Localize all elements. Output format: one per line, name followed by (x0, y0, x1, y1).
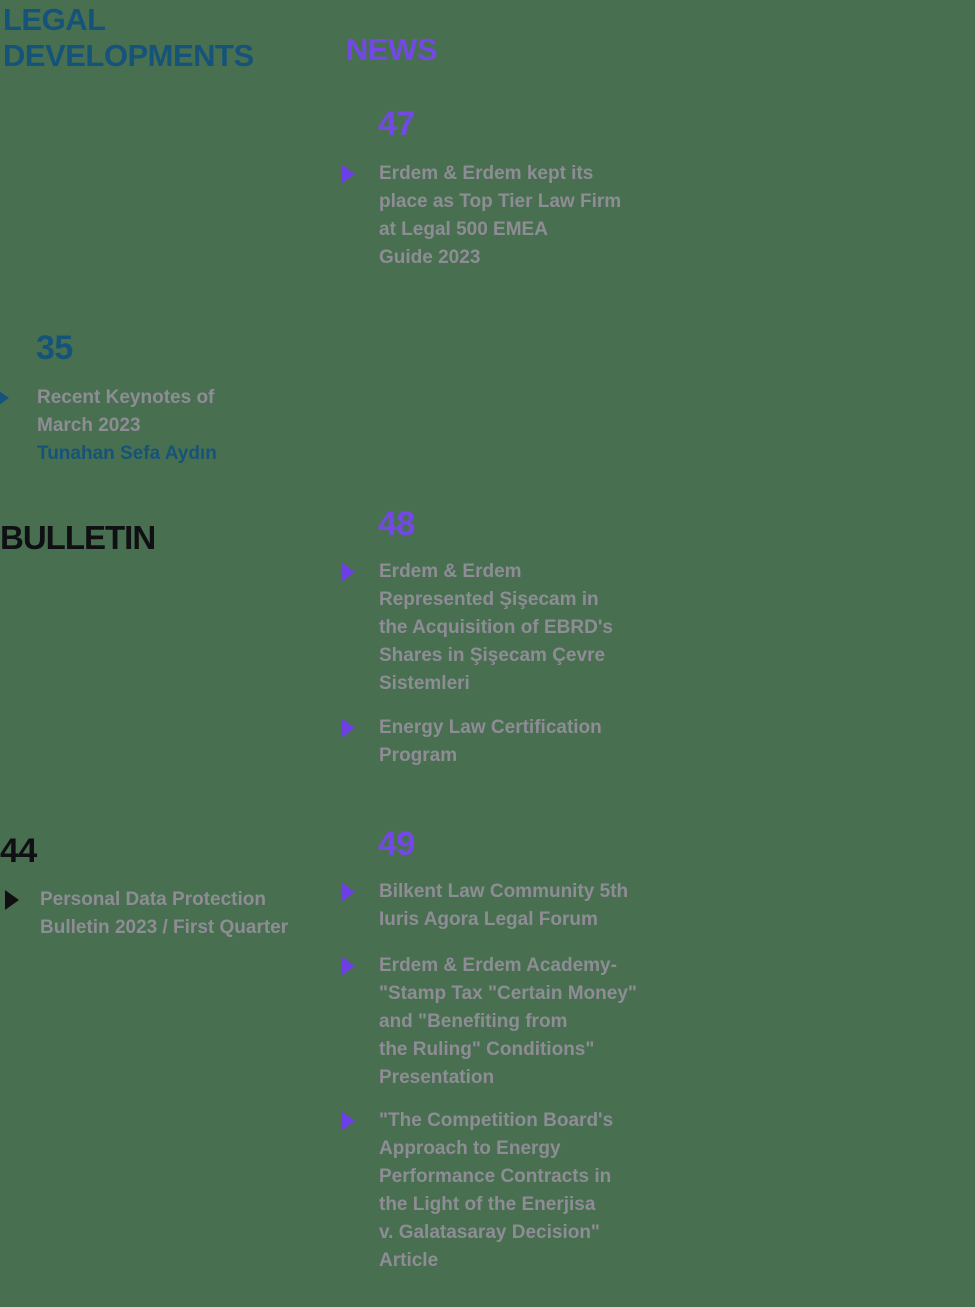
toc-line: "Stamp Tax "Certain Money" (379, 983, 637, 1004)
toc-line: Personal Data Protection (40, 889, 266, 910)
arrow-right-icon (341, 562, 355, 582)
arrow-right-icon (0, 388, 9, 408)
toc-author: Tunahan Sefa Aydın (37, 443, 217, 464)
toc-item-text: Erdem & Erdem kept its place as Top Tier… (379, 160, 621, 272)
toc-line: Represented Şişecam in (379, 589, 599, 610)
page-number-47: 47 (378, 105, 415, 143)
toc-line: Erdem & Erdem Academy- (379, 955, 617, 976)
toc-line: Erdem & Erdem (379, 561, 522, 582)
toc-line: Energy Law Certification (379, 717, 602, 738)
arrow-right-icon (341, 718, 355, 738)
toc-item-text: Recent Keynotes of March 2023 Tunahan Se… (37, 384, 217, 468)
news-heading: NEWS (346, 32, 438, 67)
legal-developments-line2: DEVELOPMENTS (3, 38, 254, 73)
toc-line: Approach to Energy (379, 1138, 561, 1159)
toc-line: the Acquisition of EBRD's (379, 617, 613, 638)
toc-line: Performance Contracts in (379, 1166, 612, 1187)
toc-line: at Legal 500 EMEA (379, 219, 548, 240)
arrow-right-icon (5, 890, 19, 910)
toc-line: Erdem & Erdem kept its (379, 163, 594, 184)
toc-item-text: Erdem & Erdem Represented Şişecam in the… (379, 558, 613, 698)
toc-line: Program (379, 745, 458, 766)
toc-line: place as Top Tier Law Firm (379, 191, 622, 212)
toc-item-text: "The Competition Board's Approach to Ene… (379, 1107, 613, 1275)
toc-line: Guide 2023 (379, 247, 481, 268)
toc-line: Sistemleri (379, 673, 470, 694)
page-number-35: 35 (36, 329, 73, 367)
toc-line: and "Benefiting from (379, 1011, 568, 1032)
toc-item-text: Energy Law Certification Program (379, 714, 602, 770)
toc-item-text: Personal Data Protection Bulletin 2023 /… (40, 886, 288, 942)
legal-developments-line1: LEGAL (3, 2, 106, 37)
page-number-44: 44 (0, 832, 37, 870)
bulletin-heading: BULLETIN (0, 519, 156, 556)
arrow-right-icon (341, 956, 355, 976)
arrow-right-icon (341, 882, 355, 902)
toc-line: Bulletin 2023 / First Quarter (40, 917, 289, 938)
toc-line: March 2023 (37, 415, 141, 436)
toc-line: Presentation (379, 1067, 495, 1088)
toc-line: "The Competition Board's (379, 1110, 614, 1131)
page-number-48: 48 (378, 505, 415, 543)
toc-line: Iuris Agora Legal Forum (379, 909, 598, 930)
arrow-right-icon (341, 164, 355, 184)
toc-item-text: Erdem & Erdem Academy- "Stamp Tax "Certa… (379, 952, 637, 1092)
toc-line: Shares in Şişecam Çevre (379, 645, 606, 666)
page-number-49: 49 (378, 825, 415, 863)
toc-line: v. Galatasaray Decision" (379, 1222, 600, 1243)
toc-line: the Light of the Enerjisa (379, 1194, 596, 1215)
legal-developments-heading: LEGAL DEVELOPMENTS (3, 2, 254, 74)
toc-line: Bilkent Law Community 5th (379, 881, 629, 902)
toc-line: the Ruling" Conditions" (379, 1039, 595, 1060)
toc-line: Recent Keynotes of (37, 387, 215, 408)
toc-item-text: Bilkent Law Community 5th Iuris Agora Le… (379, 878, 628, 934)
arrow-right-icon (341, 1111, 355, 1131)
toc-line: Article (379, 1250, 439, 1271)
